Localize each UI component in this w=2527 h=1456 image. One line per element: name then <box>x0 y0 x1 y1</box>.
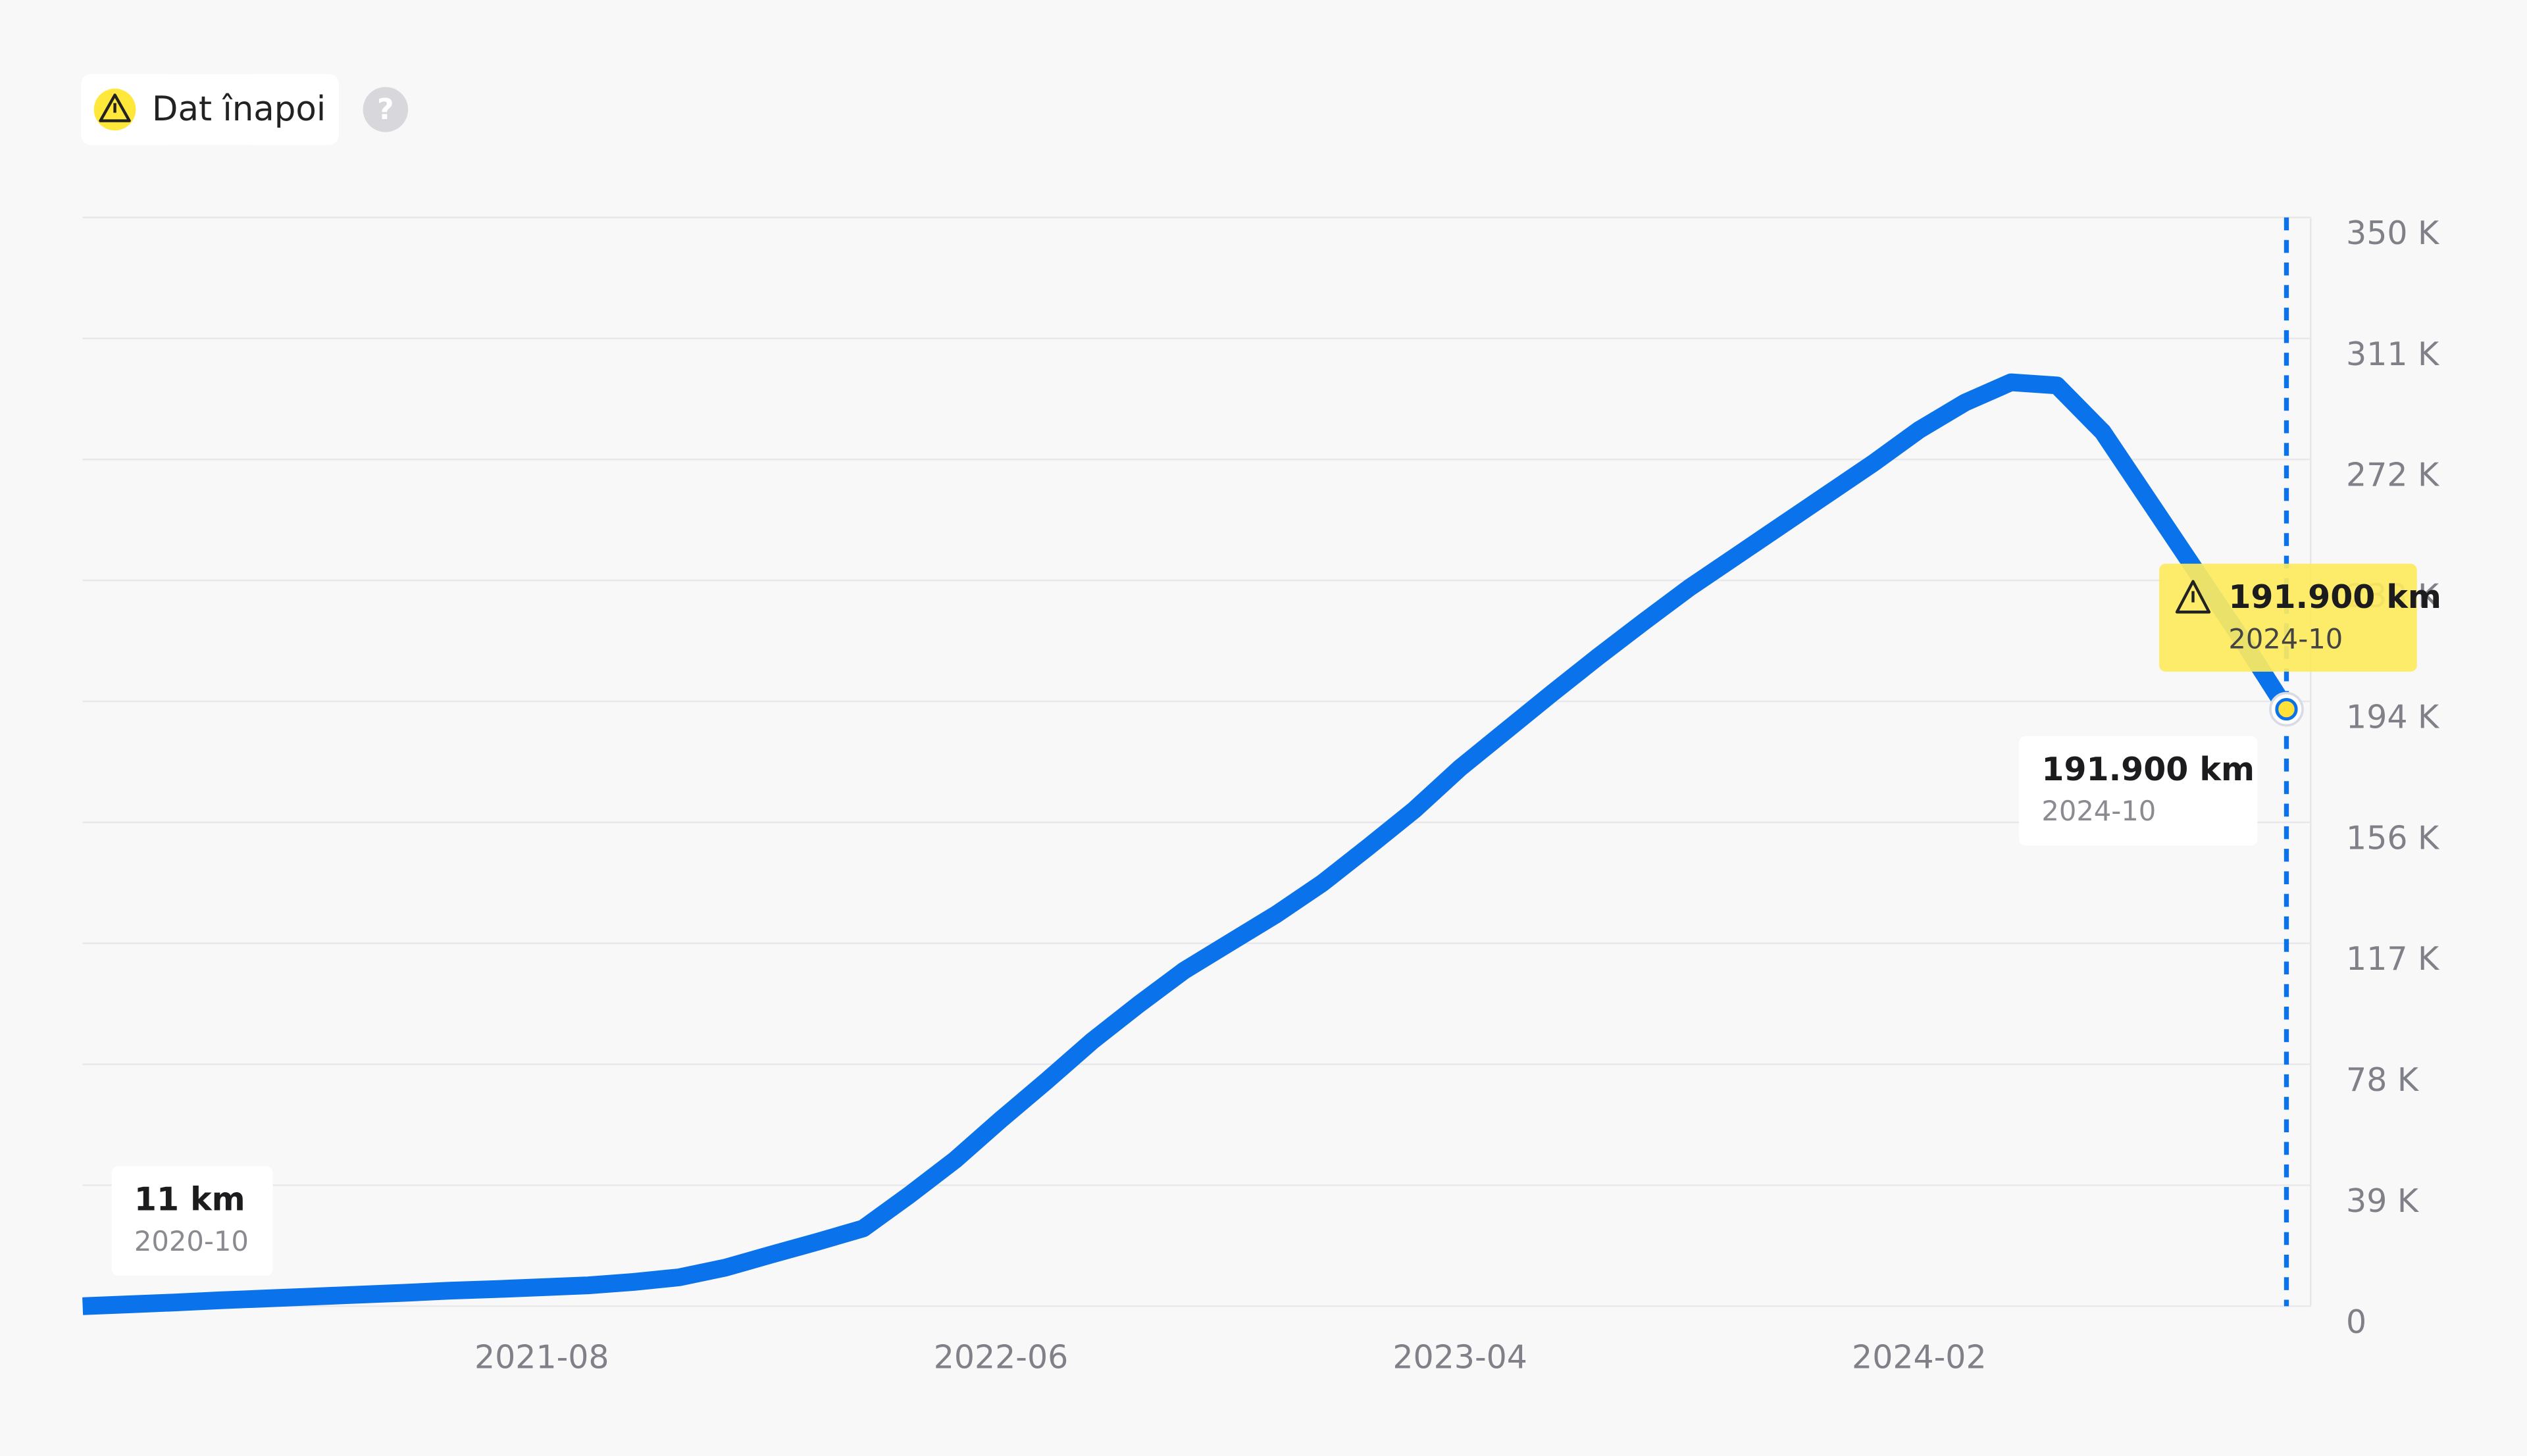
flag-badge[interactable] <box>81 74 339 145</box>
x-tick-label: 2021-08 <box>474 1339 609 1376</box>
y-tick-label: 272 K <box>2346 457 2440 494</box>
tooltip-date: 2024-10 <box>2228 622 2343 655</box>
y-tick-label: 0 <box>2346 1303 2366 1341</box>
annotation-tooltip: 191.900 km 2024-10 <box>2019 736 2258 846</box>
tooltip-box <box>2159 563 2417 672</box>
x-tick-label: 2022-06 <box>934 1339 1069 1376</box>
line-series <box>82 373 2294 1315</box>
tooltip-box <box>2019 736 2258 846</box>
tooltip-date: 2024-10 <box>2041 795 2156 827</box>
x-tick-label: 2023-04 <box>1392 1339 1527 1376</box>
flag-label: Dat înapoi <box>152 89 326 129</box>
y-tick-label: 156 K <box>2346 819 2440 857</box>
y-tick-label: 117 K <box>2346 940 2440 978</box>
tooltip-value: 191.900 km <box>2041 751 2255 788</box>
tooltip-value: 11 km <box>134 1181 245 1218</box>
annotation-tooltip: 191.900 km 2024-10 <box>2159 563 2441 672</box>
y-tick-label: 39 K <box>2346 1182 2420 1220</box>
warning-triangle <box>2175 580 2211 614</box>
y-tick-label: 350 K <box>2346 214 2440 252</box>
tooltip-value: 191.900 km <box>2228 578 2441 616</box>
help-mark: ? <box>377 93 394 126</box>
x-tick-label: 2024-02 <box>1852 1339 1987 1376</box>
annotation-tooltip: 11 km 2020-10 <box>111 1166 273 1276</box>
y-tick-label: 194 K <box>2346 698 2440 736</box>
tooltip-box <box>111 1166 273 1276</box>
y-tick-label: 311 K <box>2346 336 2440 373</box>
last-point-dot <box>2275 697 2298 721</box>
warning-triangle <box>99 93 131 122</box>
help-icon[interactable] <box>363 87 409 132</box>
tooltip-date: 2020-10 <box>134 1225 249 1257</box>
y-tick-label: 78 K <box>2346 1061 2420 1099</box>
